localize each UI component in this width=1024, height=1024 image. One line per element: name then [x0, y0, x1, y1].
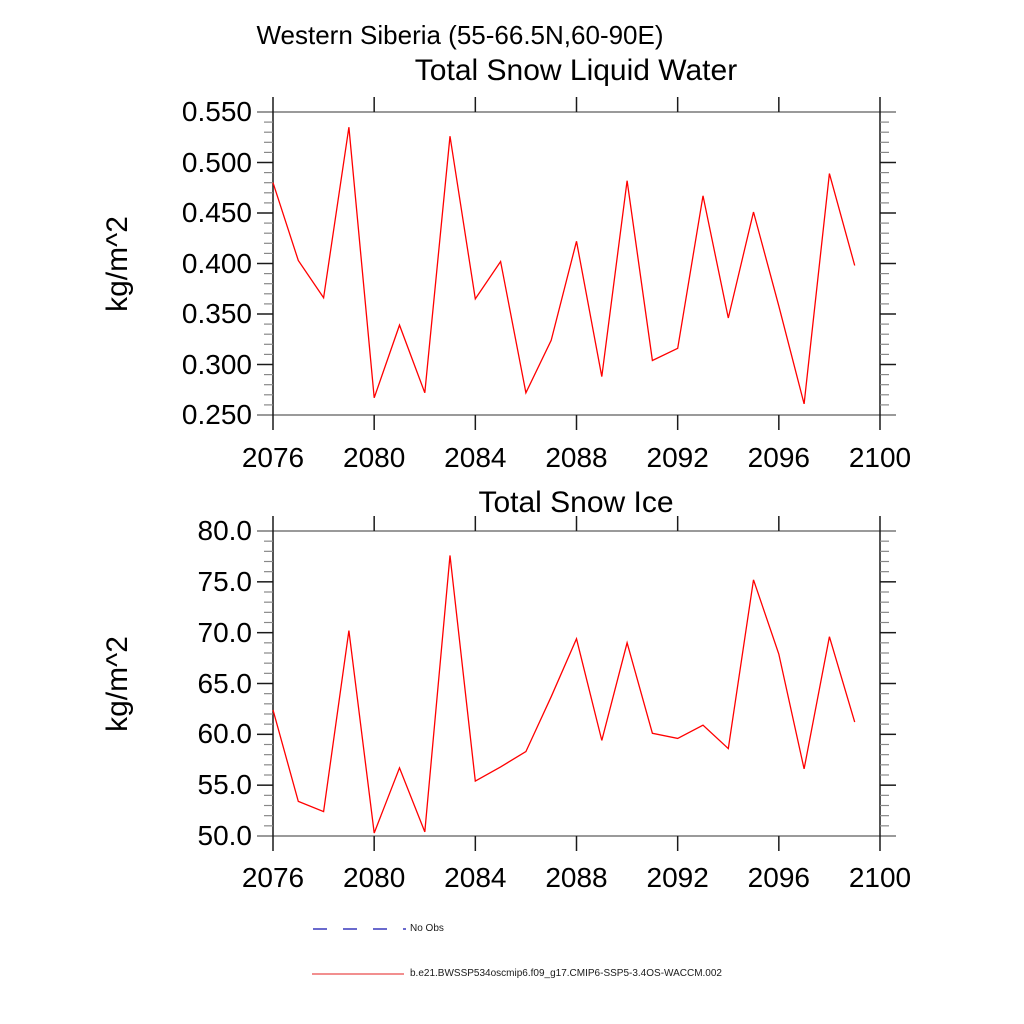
- x-tick-label: 2080: [343, 862, 406, 893]
- y-tick-label: 0.300: [181, 348, 252, 380]
- x-tick-label: 2096: [747, 862, 810, 893]
- chart-title-snow-liquid-water: Total Snow Liquid Water: [414, 54, 738, 87]
- y-tick-label: 0.550: [181, 96, 252, 127]
- legend-label-no-obs: No Obs: [410, 923, 444, 934]
- y-tick-label: 60.0: [197, 718, 253, 750]
- main-title: Western Siberia (55-66.5N,60-90E): [256, 20, 664, 50]
- x-tick-label: 2084: [444, 442, 507, 473]
- x-tick-label: 2084: [444, 862, 507, 893]
- series-line-snow-ice: [272, 555, 856, 834]
- x-tick-label: 2076: [241, 442, 305, 473]
- y-tick-label: 0.450: [181, 197, 252, 228]
- y-tick-label: 0.350: [181, 298, 252, 329]
- x-tick-label: 2088: [545, 442, 608, 473]
- y-tick-label: 55.0: [197, 769, 253, 801]
- x-tick-label: 2100: [848, 862, 912, 893]
- x-tick-label: 2100: [848, 442, 912, 473]
- x-tick-label: 2088: [545, 862, 608, 893]
- x-tick-label: 2092: [646, 442, 709, 473]
- y-tick-label: 0.400: [181, 247, 252, 279]
- x-tick-label: 2096: [747, 442, 810, 473]
- y-tick-label: 80.0: [197, 515, 253, 546]
- y-tick-label: 70.0: [197, 616, 253, 648]
- y-tick-label: 75.0: [197, 565, 253, 597]
- x-tick-label: 2080: [343, 442, 406, 473]
- chart-title-snow-ice: Total Snow Ice: [478, 486, 674, 519]
- y-tick-label: 0.250: [181, 399, 252, 430]
- y-tick-label: 0.500: [181, 146, 252, 178]
- x-tick-label: 2076: [241, 862, 305, 893]
- y-tick-label: 65.0: [197, 667, 253, 699]
- x-tick-label: 2092: [646, 862, 709, 893]
- y-tick-label: 50.0: [197, 820, 253, 851]
- series-line-snow-liquid-water: [272, 127, 856, 405]
- legend-label-model-run: b.e21.BWSSP534oscmip6.f09_g17.CMIP6-SSP5…: [410, 968, 722, 979]
